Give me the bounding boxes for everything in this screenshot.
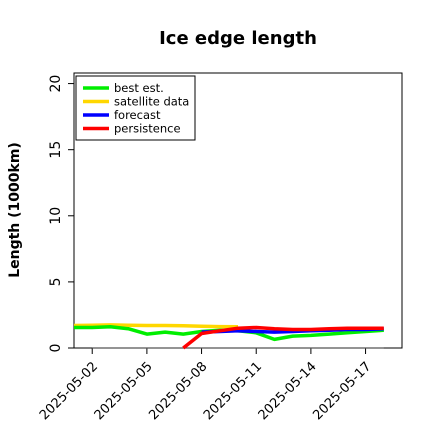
series-line-satellite-data <box>73 323 239 329</box>
series-line-persistence <box>182 325 384 350</box>
legend-label: satellite data <box>114 95 189 109</box>
x-tick-label: 2025-05-17 <box>310 359 374 423</box>
y-tick-label: 10 <box>48 207 64 225</box>
plot-area: 051015202025-05-022025-05-052025-05-0820… <box>37 72 403 423</box>
chart-title: Ice edge length <box>159 28 317 49</box>
legend-label: persistence <box>114 122 181 136</box>
legend: best est.satellite dataforecastpersisten… <box>75 75 196 141</box>
y-tick-label: 20 <box>48 75 64 93</box>
legend-label: best est. <box>114 81 164 95</box>
y-axis-label: Length (1000km) <box>7 142 23 278</box>
y-tick-label: 15 <box>48 141 64 159</box>
legend-label: forecast <box>114 108 161 122</box>
y-tick-label: 5 <box>48 277 64 286</box>
y-tick-label: 0 <box>48 344 64 353</box>
